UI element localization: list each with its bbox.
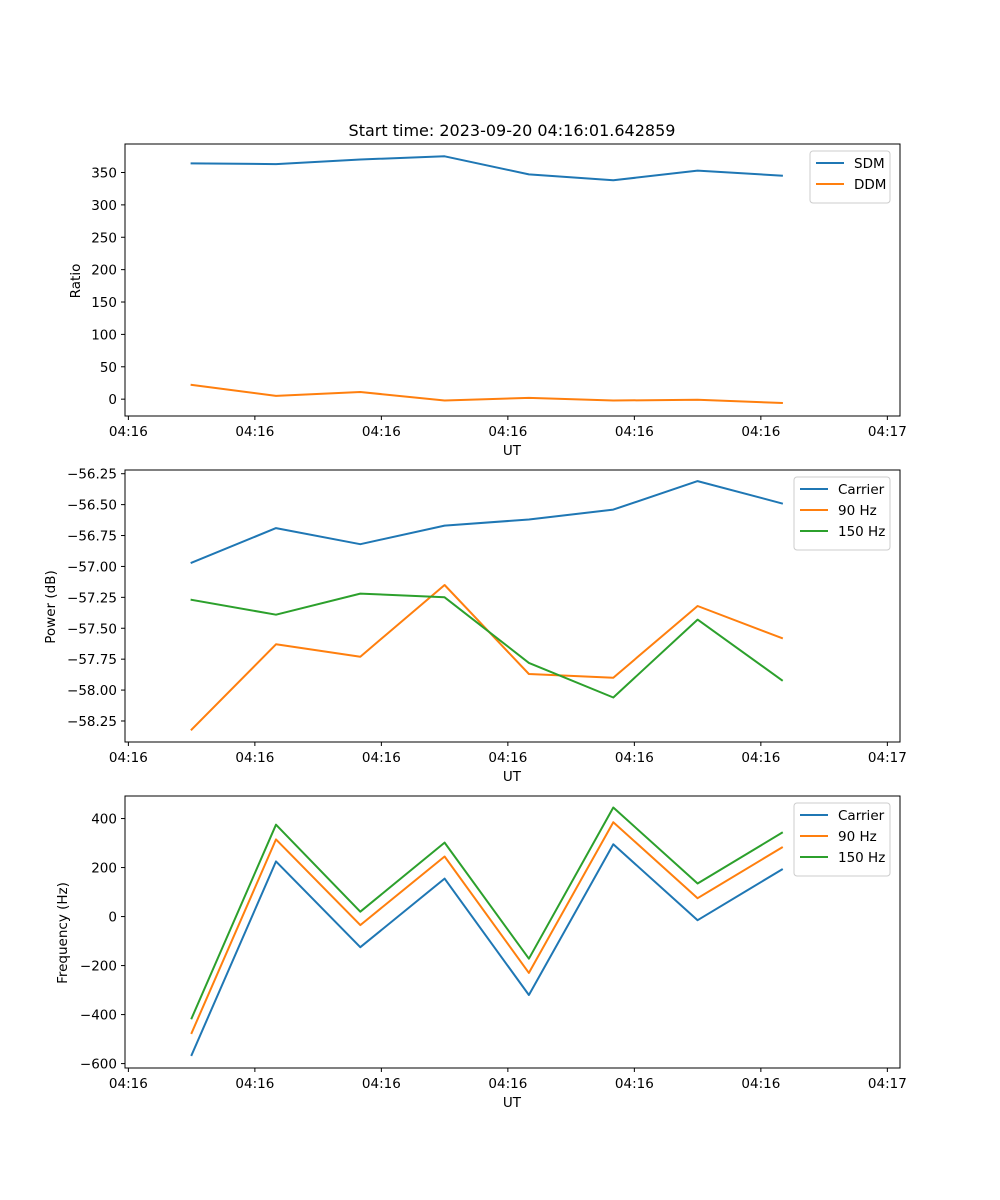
series-line-90-hz — [190, 584, 784, 732]
x-tick-label: 04:16 — [362, 750, 401, 766]
y-tick-label: 150 — [91, 295, 117, 311]
y-tick-label: 400 — [91, 812, 117, 828]
y-tick-label: 200 — [91, 263, 117, 279]
y-tick-label: −57.00 — [67, 559, 117, 575]
x-tick-label: 04:16 — [109, 1076, 148, 1092]
x-tick-label: 04:16 — [615, 424, 654, 440]
x-tick-label: 04:16 — [741, 424, 780, 440]
axes-frame — [124, 143, 901, 417]
legend-label: 150 Hz — [838, 524, 885, 540]
x-tick-label: 04:17 — [868, 1076, 907, 1092]
y-tick-label: −57.50 — [67, 621, 117, 637]
x-tick-label: 04:16 — [235, 424, 274, 440]
legend-label: 90 Hz — [838, 503, 877, 519]
series-line-carrier — [190, 480, 784, 565]
y-tick-label: −58.00 — [67, 683, 117, 699]
x-axis-label: UT — [503, 1095, 522, 1111]
legend-label: Carrier — [838, 482, 885, 498]
x-tick-label: 04:16 — [109, 750, 148, 766]
legend-label: Carrier — [838, 808, 885, 824]
x-tick-label: 04:16 — [488, 1076, 527, 1092]
x-tick-label: 04:16 — [488, 424, 527, 440]
frequency-panel: UT Frequency (Hz) 04:16 04:16 04:16 04:16 04… — [55, 795, 907, 1111]
x-tick-label: 04:16 — [741, 1076, 780, 1092]
y-tick-label: 200 — [91, 861, 117, 877]
y-tick-label: −57.25 — [67, 590, 117, 606]
series-line-90-hz — [190, 821, 784, 1035]
x-tick-label: 04:16 — [235, 1076, 274, 1092]
x-tick-label: 04:16 — [615, 750, 654, 766]
x-tick-label: 04:16 — [109, 424, 148, 440]
power-panel: UT Power (dB) 04:16 04:16 04:16 04:16 04:16 0… — [43, 467, 907, 785]
axes-frame — [124, 469, 901, 743]
x-tick-label: 04:16 — [362, 424, 401, 440]
series-line-carrier — [190, 843, 784, 1057]
y-tick-label: 100 — [91, 327, 117, 343]
x-tick-label: 04:16 — [615, 1076, 654, 1092]
x-tick-label: 04:16 — [741, 750, 780, 766]
y-tick-label: 300 — [91, 198, 117, 214]
series-line-150-hz — [190, 806, 784, 1020]
x-tick-label: 04:17 — [868, 424, 907, 440]
y-tick-label: 0 — [108, 392, 117, 408]
x-axis-label: UT — [503, 769, 522, 785]
x-tick-label: 04:16 — [235, 750, 274, 766]
y-tick-label: −58.25 — [67, 714, 117, 730]
chart-title: Start time: 2023-09-20 04:16:01.642859 — [349, 121, 676, 140]
y-tick-label: 0 — [108, 910, 117, 926]
y-tick-label: 250 — [91, 230, 117, 246]
y-axis-label: Frequency (Hz) — [55, 882, 71, 984]
legend-label: 150 Hz — [838, 850, 885, 866]
y-tick-label: −200 — [80, 959, 117, 975]
legend-label: 90 Hz — [838, 829, 877, 845]
y-tick-label: −57.75 — [67, 652, 117, 668]
legend-label: SDM — [854, 156, 885, 172]
y-tick-label: −56.50 — [67, 498, 117, 514]
x-tick-label: 04:16 — [488, 750, 527, 766]
ratio-panel: Start time: 2023-09-20 04:16:01.642859 U… — [68, 121, 907, 459]
series-line-sdm — [190, 155, 783, 182]
x-tick-label: 04:17 — [868, 750, 907, 766]
x-axis-label: UT — [503, 443, 522, 459]
series-line-ddm — [190, 383, 783, 405]
y-tick-label: −56.25 — [67, 467, 117, 483]
y-axis-label: Ratio — [68, 264, 84, 299]
legend-label: DDM — [854, 177, 886, 193]
series-line-150-hz — [190, 592, 784, 699]
x-tick-label: 04:16 — [362, 1076, 401, 1092]
y-tick-label: 350 — [91, 165, 117, 181]
y-tick-label: −56.75 — [67, 529, 117, 545]
y-axis-label: Power (dB) — [43, 570, 59, 643]
y-tick-label: −400 — [80, 1008, 117, 1024]
axes-frame — [124, 795, 901, 1069]
y-tick-label: 50 — [100, 360, 117, 376]
y-tick-label: −600 — [80, 1057, 117, 1073]
